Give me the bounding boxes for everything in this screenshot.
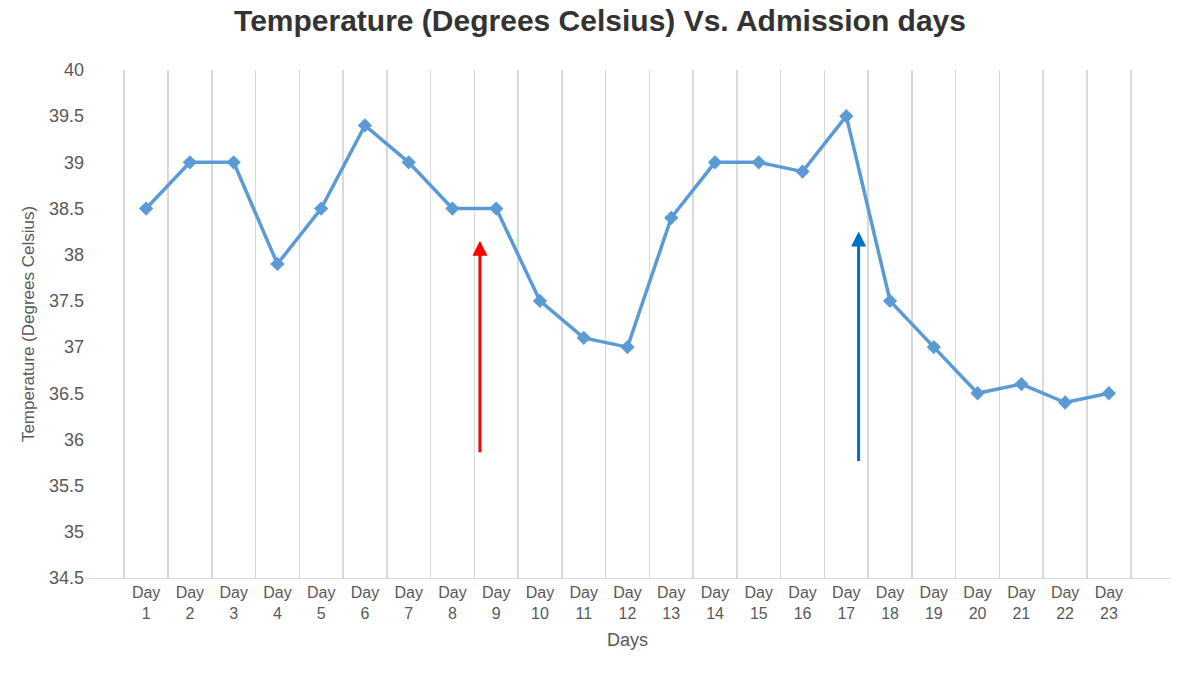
- svg-text:38.5: 38.5: [49, 199, 84, 219]
- svg-text:Day18: Day18: [876, 584, 904, 622]
- svg-text:Day21: Day21: [1007, 584, 1035, 622]
- svg-text:Day4: Day4: [263, 584, 291, 622]
- svg-text:Day20: Day20: [963, 584, 991, 622]
- svg-text:35: 35: [64, 522, 84, 542]
- svg-text:Day12: Day12: [613, 584, 641, 622]
- svg-text:Day7: Day7: [394, 584, 422, 622]
- svg-text:Temperature (Degrees Celsius): Temperature (Degrees Celsius): [19, 206, 38, 442]
- svg-text:Day2: Day2: [176, 584, 204, 622]
- svg-text:Day8: Day8: [438, 584, 466, 622]
- svg-text:Day19: Day19: [920, 584, 948, 622]
- svg-text:39: 39: [64, 153, 84, 173]
- svg-text:Days: Days: [607, 630, 648, 650]
- svg-text:Temperature (Degrees Celsius): Temperature (Degrees Celsius) Vs. Admiss…: [234, 4, 966, 37]
- svg-text:36.5: 36.5: [49, 384, 84, 404]
- svg-text:Day14: Day14: [701, 584, 729, 622]
- svg-text:39.5: 39.5: [49, 106, 84, 126]
- svg-text:37.5: 37.5: [49, 291, 84, 311]
- svg-text:Day15: Day15: [745, 584, 773, 622]
- svg-text:Day23: Day23: [1095, 584, 1123, 622]
- svg-text:34.5: 34.5: [49, 568, 84, 588]
- svg-text:40: 40: [64, 60, 84, 80]
- svg-text:Day9: Day9: [482, 584, 510, 622]
- svg-text:Day3: Day3: [219, 584, 247, 622]
- svg-text:Day17: Day17: [832, 584, 860, 622]
- svg-text:Day10: Day10: [526, 584, 554, 622]
- svg-text:Day22: Day22: [1051, 584, 1079, 622]
- svg-text:38: 38: [64, 245, 84, 265]
- svg-text:Day1: Day1: [132, 584, 160, 622]
- svg-text:37: 37: [64, 337, 84, 357]
- svg-text:35.5: 35.5: [49, 476, 84, 496]
- svg-text:36: 36: [64, 430, 84, 450]
- svg-text:Day11: Day11: [570, 584, 598, 622]
- svg-text:Day13: Day13: [657, 584, 685, 622]
- svg-text:Day5: Day5: [307, 584, 335, 622]
- svg-text:Day6: Day6: [351, 584, 379, 622]
- svg-text:Day16: Day16: [788, 584, 816, 622]
